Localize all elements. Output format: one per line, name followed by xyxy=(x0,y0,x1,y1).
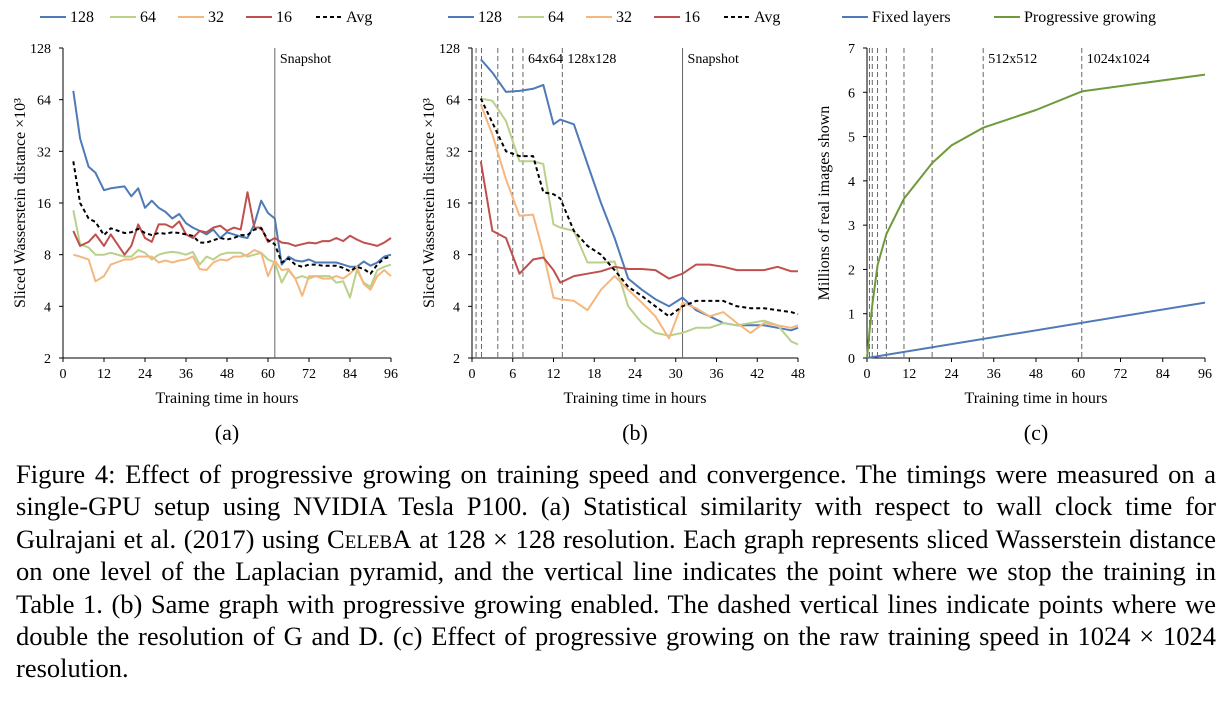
y-tick-label: 6 xyxy=(848,86,855,101)
series-line-32 xyxy=(479,104,799,340)
x-tick-label: 96 xyxy=(384,367,398,382)
y-tick-label: 3 xyxy=(848,219,855,234)
x-tick-label: 36 xyxy=(710,367,724,382)
y-tick-label: 0 xyxy=(848,352,855,367)
panel-label: (a) xyxy=(215,420,239,445)
y-tick-label: 4 xyxy=(453,300,460,315)
series-line-16 xyxy=(72,191,392,256)
x-tick-label: 24 xyxy=(628,367,642,382)
annotation-label: 64x64 xyxy=(528,52,563,67)
annotation-label: Snapshot xyxy=(280,52,331,67)
series-line-64 xyxy=(72,210,392,299)
panel-label: (b) xyxy=(622,420,648,445)
caption-dataset-name: CelebA xyxy=(327,523,412,554)
legend-entry-label: 128 xyxy=(70,9,94,26)
y-tick-label: 5 xyxy=(848,131,855,146)
x-axis-label: Training time in hours xyxy=(965,390,1108,407)
legend-entry-label: 64 xyxy=(548,9,564,26)
legend-entry-label: 16 xyxy=(684,9,700,26)
series-line-128 xyxy=(480,58,799,332)
series-line-progressive-growing xyxy=(866,73,1206,359)
legend-entry-label: Avg xyxy=(346,9,372,26)
x-tick-label: 24 xyxy=(945,367,959,382)
y-tick-label: 4 xyxy=(44,300,51,315)
annotation-label: 1024x1024 xyxy=(1087,52,1150,67)
x-tick-label: 48 xyxy=(1029,367,1043,382)
y-tick-label: 7 xyxy=(848,42,855,57)
y-tick-label: 4 xyxy=(848,175,855,190)
series-line-avg xyxy=(72,161,392,275)
x-tick-label: 36 xyxy=(179,367,193,382)
x-tick-label: 0 xyxy=(60,367,67,382)
x-tick-label: 12 xyxy=(902,367,916,382)
y-tick-label: 32 xyxy=(446,145,460,160)
x-tick-label: 42 xyxy=(750,367,764,382)
x-tick-label: 0 xyxy=(469,367,476,382)
y-tick-label: 16 xyxy=(37,197,51,212)
x-tick-label: 72 xyxy=(302,367,316,382)
x-tick-label: 60 xyxy=(261,367,275,382)
caption-text-2: at 128 × 128 resolution. Each graph repr… xyxy=(16,523,1216,684)
x-tick-label: 18 xyxy=(587,367,601,382)
legend-entry-label: Fixed layers xyxy=(872,9,951,26)
y-tick-label: 2 xyxy=(848,263,855,278)
y-tick-label: 8 xyxy=(453,249,460,264)
x-tick-label: 60 xyxy=(1071,367,1085,382)
figure-caption: Figure 4: Effect of progressive growing … xyxy=(16,458,1216,685)
y-tick-label: 128 xyxy=(30,42,51,57)
x-tick-label: 84 xyxy=(343,367,357,382)
x-axis-label: Training time in hours xyxy=(156,390,299,407)
x-tick-label: 6 xyxy=(509,367,516,382)
legend-entry-label: 32 xyxy=(616,9,632,26)
y-tick-label: 128 xyxy=(439,42,460,57)
x-tick-label: 12 xyxy=(97,367,111,382)
y-tick-label: 8 xyxy=(44,249,51,264)
legend-entry-label: 64 xyxy=(140,9,156,26)
x-tick-label: 48 xyxy=(791,367,805,382)
y-tick-label: 1 xyxy=(848,308,855,323)
x-tick-label: 24 xyxy=(138,367,152,382)
legend-entry-label: 16 xyxy=(276,9,292,26)
annotation-label: 512x512 xyxy=(988,52,1037,67)
x-tick-label: 84 xyxy=(1156,367,1170,382)
series-line-avg xyxy=(479,98,799,318)
x-tick-label: 48 xyxy=(220,367,234,382)
x-tick-label: 96 xyxy=(1198,367,1212,382)
annotation-label: Snapshot xyxy=(688,52,739,67)
legend-entry-label: 128 xyxy=(478,9,502,26)
y-tick-label: 16 xyxy=(446,197,460,212)
y-axis-label: Sliced Wasserstein distance ×10³ xyxy=(12,98,29,308)
y-axis-label: Sliced Wasserstein distance ×10³ xyxy=(421,98,438,308)
y-axis-label: Millions of real images shown xyxy=(816,106,833,301)
x-axis-label: Training time in hours xyxy=(564,390,707,407)
y-tick-label: 2 xyxy=(453,352,460,367)
y-tick-label: 32 xyxy=(37,145,51,160)
series-line-32 xyxy=(73,249,392,297)
annotation-label: 128x128 xyxy=(567,52,616,67)
x-tick-label: 12 xyxy=(547,367,561,382)
x-tick-label: 36 xyxy=(987,367,1001,382)
series-line-16 xyxy=(479,161,798,284)
legend-entry-label: Avg xyxy=(754,9,780,26)
x-tick-label: 30 xyxy=(669,367,683,382)
x-tick-label: 72 xyxy=(1114,367,1128,382)
x-tick-label: 0 xyxy=(864,367,871,382)
y-tick-label: 2 xyxy=(44,352,51,367)
caption-text-1: Figure 4: Effect of progressive growing … xyxy=(16,459,1216,554)
figure-4: 0 12 24 36 48 60 72 84 96 2 4 8 16 32 64 128 Training ti… xyxy=(12,9,1212,445)
legend-entry-label: 32 xyxy=(208,9,224,26)
y-tick-label: 64 xyxy=(37,94,51,109)
series-line-fixed-layers xyxy=(866,301,1206,359)
y-tick-label: 64 xyxy=(446,94,460,109)
panel-label: (c) xyxy=(1024,420,1048,445)
legend-entry-label: Progressive growing xyxy=(1024,9,1156,26)
